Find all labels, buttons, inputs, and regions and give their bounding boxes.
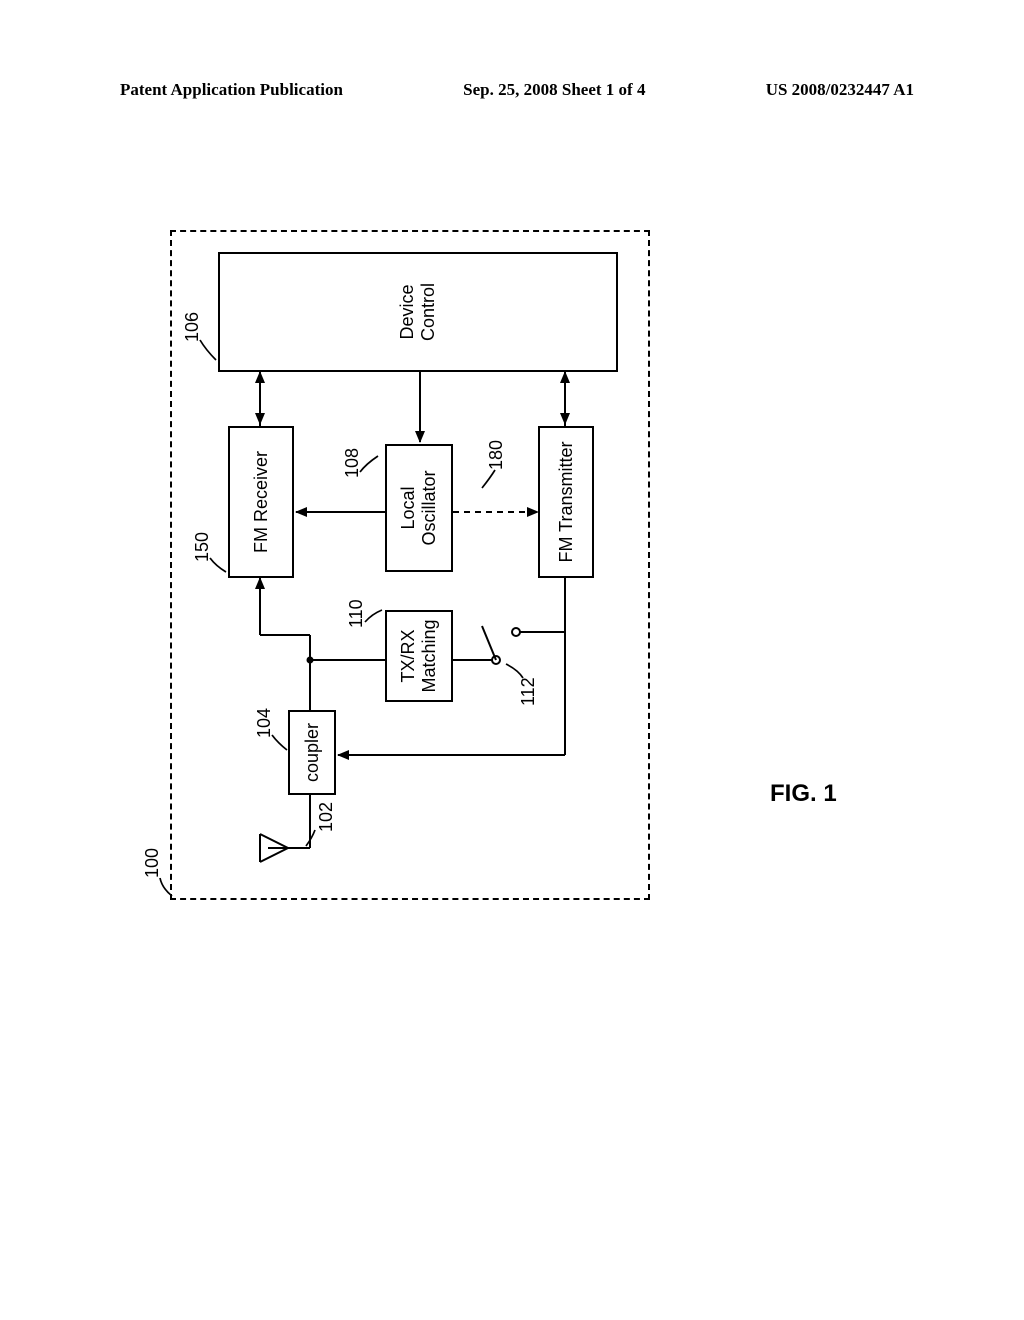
- box-device-control: Device Control: [218, 252, 618, 372]
- box-coupler-label: coupler: [302, 723, 323, 782]
- box-txrx-matching: TX/RX Matching: [385, 610, 453, 702]
- ref-150: 150: [192, 532, 213, 562]
- ref-180: 180: [486, 440, 507, 470]
- box-fm-receiver-label: FM Receiver: [251, 451, 272, 553]
- box-fm-receiver: FM Receiver: [228, 426, 294, 578]
- box-txrx-label: TX/RX Matching: [398, 619, 439, 692]
- header-left: Patent Application Publication: [120, 80, 343, 100]
- ref-102: 102: [316, 802, 337, 832]
- figure-rotated-container: coupler TX/RX Matching FM Receiver Local…: [45, 285, 795, 845]
- box-device-control-label: Device Control: [397, 258, 438, 366]
- ref-106: 106: [182, 312, 203, 342]
- ref-104: 104: [254, 708, 275, 738]
- ref-112: 112: [518, 677, 539, 706]
- ref-108: 108: [342, 448, 363, 478]
- box-coupler: coupler: [288, 710, 336, 795]
- figure-inner: coupler TX/RX Matching FM Receiver Local…: [140, 190, 700, 940]
- box-local-oscillator: Local Oscillator: [385, 444, 453, 572]
- ref-110: 110: [346, 599, 367, 628]
- page-header: Patent Application Publication Sep. 25, …: [120, 80, 914, 100]
- header-right: US 2008/0232447 A1: [766, 80, 914, 100]
- header-center: Sep. 25, 2008 Sheet 1 of 4: [463, 80, 645, 100]
- box-fm-transmitter: FM Transmitter: [538, 426, 594, 578]
- box-local-osc-label: Local Oscillator: [398, 471, 439, 546]
- ref-100: 100: [142, 848, 163, 878]
- box-fm-tx-label: FM Transmitter: [556, 442, 577, 563]
- antenna-icon: [260, 834, 310, 862]
- figure-label: FIG. 1: [770, 780, 837, 808]
